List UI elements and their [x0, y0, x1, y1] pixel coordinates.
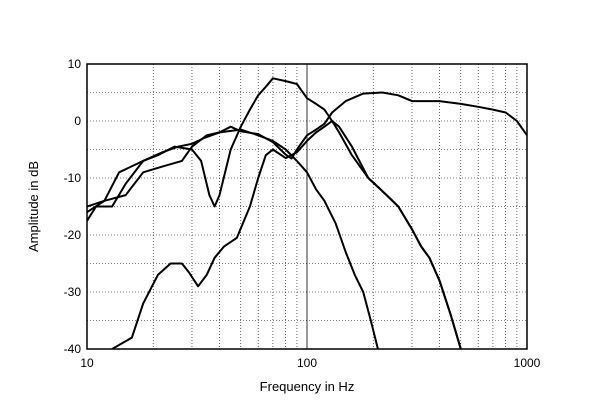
series-line-2 — [87, 91, 527, 214]
y-tick-label: 0 — [74, 114, 81, 128]
y-tick-label: -40 — [64, 342, 82, 356]
y-tick-label: -20 — [64, 228, 82, 242]
y-tick-label: 10 — [68, 57, 82, 71]
x-tick-label: 1000 — [514, 356, 541, 370]
series-line-1 — [87, 128, 379, 349]
y-tick-label: -10 — [64, 171, 82, 185]
series-layer — [87, 77, 527, 349]
x-axis-label: Frequency in Hz — [260, 379, 355, 394]
x-tick-label: 100 — [297, 356, 317, 370]
series-line-4 — [111, 120, 462, 349]
grid — [87, 64, 527, 349]
x-tick-label: 10 — [80, 356, 94, 370]
series-line-3 — [87, 77, 462, 349]
y-tick-label: -30 — [64, 285, 82, 299]
y-axis-label: Amplitude in dB — [26, 161, 41, 252]
